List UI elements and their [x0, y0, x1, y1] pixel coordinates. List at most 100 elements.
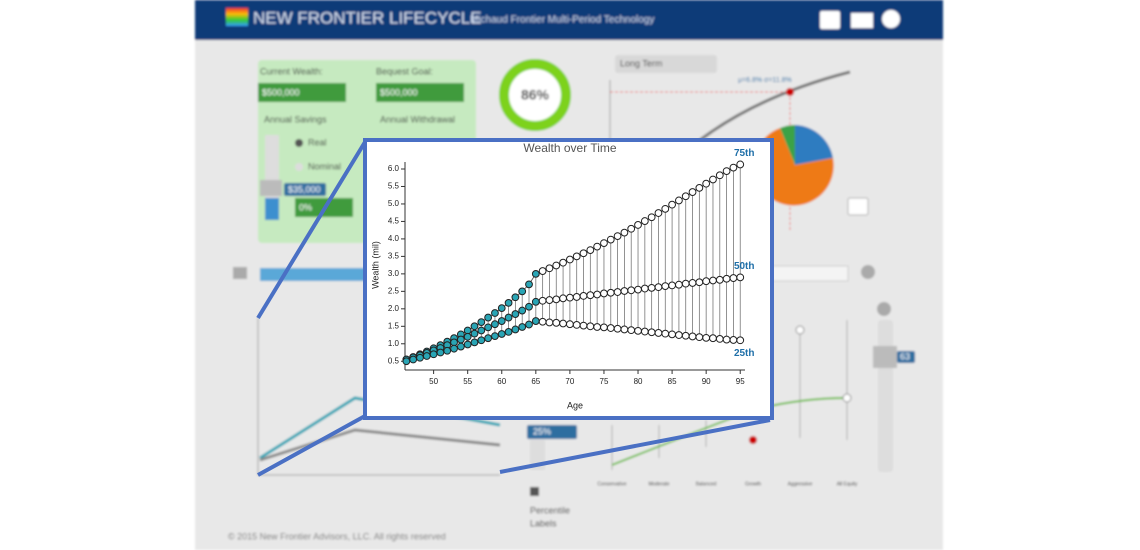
data-point [586, 246, 595, 254]
zoom-connectors [256, 140, 771, 477]
data-point [606, 288, 615, 297]
data-point [613, 288, 622, 296]
slider-handle[interactable] [873, 346, 897, 368]
data-point [450, 338, 458, 347]
input-value: $500,000 [380, 87, 418, 97]
data-point [511, 325, 520, 334]
data-point [491, 332, 499, 340]
data-point [593, 290, 602, 299]
data-point [627, 224, 636, 233]
data-point [586, 322, 595, 331]
data-point [613, 324, 622, 333]
data-point [531, 297, 540, 306]
y-tick-label: 3.0 [388, 269, 400, 278]
data-point [661, 329, 670, 338]
data-point [470, 329, 479, 338]
gauge [499, 59, 571, 131]
data-point [627, 286, 636, 295]
dropdown[interactable] [615, 55, 717, 73]
data-point [654, 209, 663, 217]
connector [499, 418, 771, 474]
data-point [477, 336, 486, 345]
y-tick-label: 2.0 [388, 304, 400, 313]
checkbox[interactable] [530, 487, 539, 496]
label: Nominal [308, 161, 341, 171]
data-point [497, 317, 506, 325]
data-point [729, 163, 738, 172]
data-point [661, 204, 670, 213]
data-point [470, 338, 479, 347]
data-point [606, 324, 615, 332]
data-point [722, 274, 731, 283]
y-tick-label: 2.5 [388, 286, 400, 295]
data-point [702, 179, 711, 188]
data-point [525, 280, 533, 289]
toggle-label: Percentile [530, 505, 570, 515]
data-point [552, 318, 561, 327]
mail-icon[interactable] [851, 13, 873, 28]
data-point [497, 330, 506, 338]
data-point [416, 353, 424, 362]
data-point [695, 333, 704, 342]
risk-level-label: Growth [745, 481, 761, 487]
slider[interactable] [260, 268, 380, 281]
x-tick-label: 50 [429, 377, 438, 386]
data-point [736, 336, 745, 345]
data-point [681, 279, 690, 288]
data-point [634, 221, 642, 229]
data-point [565, 293, 574, 302]
data-point [572, 293, 581, 301]
data-point [668, 330, 676, 339]
data-point [518, 287, 527, 296]
data-point [634, 285, 642, 294]
dropdown-text: Long Term [620, 58, 662, 68]
radio[interactable] [295, 163, 303, 171]
data-point [470, 322, 479, 331]
risk-level-label: Conservative [597, 481, 626, 487]
logo [226, 8, 248, 26]
data-point [640, 284, 649, 293]
radio[interactable] [295, 139, 303, 147]
data-point [579, 321, 588, 330]
mini-chart [259, 428, 501, 462]
gauge-text: 86% [521, 87, 550, 103]
x-tick-label: 75 [600, 377, 609, 386]
data-point [681, 192, 690, 201]
input[interactable] [258, 83, 346, 102]
input-value: $500,000 [262, 87, 300, 97]
risk-level-label: Aggressive [788, 481, 813, 487]
settings-icon[interactable] [882, 10, 900, 28]
print-icon[interactable] [820, 11, 840, 29]
button[interactable] [847, 197, 869, 216]
data-point [661, 282, 670, 291]
data-point [559, 294, 567, 303]
help-icon[interactable] [861, 265, 875, 279]
data-point [450, 344, 458, 353]
pie-slice [795, 125, 833, 165]
data-point [463, 340, 472, 349]
y-tick-label: 5.5 [388, 182, 400, 191]
data-point [545, 296, 554, 304]
app-subtitle: Michaud Frontier Multi-Period Technology [470, 15, 654, 26]
data-point [477, 318, 486, 327]
risk-level-label: All Equity [837, 481, 858, 487]
input[interactable] [376, 83, 464, 102]
help-icon[interactable] [877, 302, 891, 316]
slider-handle[interactable] [260, 180, 282, 196]
y-tick-label: 4.0 [388, 234, 400, 243]
badge [527, 425, 577, 439]
data-point [429, 350, 438, 359]
data-point [695, 278, 704, 287]
wealth-chart: Wealth over Time Age Wealth (mil) 0.5 1.0… [370, 141, 754, 410]
data-point [729, 274, 738, 282]
data-point [688, 332, 697, 341]
y-tick-label: 6.0 [388, 164, 400, 173]
badge-text: 25% [533, 426, 551, 436]
footer: © 2015 New Frontier Advisors, LLC. All r… [228, 531, 446, 541]
data-point [538, 296, 547, 305]
data-point [511, 293, 520, 302]
data-point [436, 348, 445, 357]
data-point [695, 183, 704, 192]
data-point [606, 235, 615, 244]
